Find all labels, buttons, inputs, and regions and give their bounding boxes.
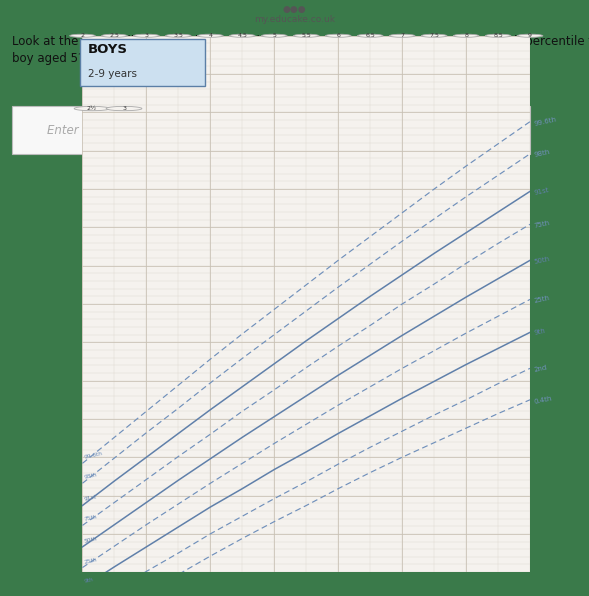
Circle shape [517, 34, 543, 38]
Text: 0.4th: 0.4th [533, 395, 552, 405]
Circle shape [389, 34, 415, 38]
Circle shape [454, 34, 479, 38]
Text: 7.5: 7.5 [429, 33, 439, 38]
Text: 5: 5 [272, 33, 276, 38]
Text: 7: 7 [400, 33, 404, 38]
Text: 99.6th: 99.6th [84, 451, 103, 460]
Circle shape [166, 34, 191, 38]
Text: ●●●
my.educake.co.uk: ●●● my.educake.co.uk [254, 5, 335, 24]
FancyBboxPatch shape [80, 39, 204, 86]
Text: 6.5: 6.5 [365, 33, 375, 38]
Text: 3.5: 3.5 [173, 33, 183, 38]
Text: 2.5: 2.5 [110, 33, 120, 38]
Text: 25th: 25th [533, 295, 550, 304]
Circle shape [326, 34, 351, 38]
Text: 91st: 91st [533, 187, 550, 196]
Text: 2nd: 2nd [533, 364, 548, 372]
Text: 3: 3 [144, 33, 148, 38]
Circle shape [421, 34, 447, 38]
Circle shape [70, 34, 95, 38]
Text: 25th: 25th [84, 557, 98, 564]
FancyBboxPatch shape [12, 106, 530, 154]
Text: 2-9 years: 2-9 years [88, 69, 137, 79]
Text: 2½: 2½ [87, 106, 97, 111]
Text: BOYS: BOYS [88, 43, 128, 56]
Text: 6: 6 [336, 33, 340, 38]
Circle shape [134, 34, 159, 38]
Circle shape [230, 34, 255, 38]
Circle shape [106, 107, 142, 111]
Text: 8: 8 [464, 33, 468, 38]
Circle shape [358, 34, 383, 38]
Text: 99.6th: 99.6th [533, 116, 557, 127]
Text: 98th: 98th [84, 472, 98, 480]
Text: 3: 3 [122, 106, 126, 111]
Circle shape [485, 34, 511, 38]
Text: 9: 9 [528, 33, 532, 38]
Text: 2: 2 [81, 33, 84, 38]
Text: 91st: 91st [84, 495, 97, 502]
Text: 4: 4 [209, 33, 213, 38]
Text: 50th: 50th [533, 256, 550, 265]
Text: 4.5: 4.5 [237, 33, 247, 38]
Text: 9th: 9th [533, 328, 546, 337]
Circle shape [293, 34, 319, 38]
Text: 8.5: 8.5 [493, 33, 503, 38]
Text: cm: cm [297, 124, 315, 137]
Text: Look at the percentile chart of height for boys aged 2 to 9. What height is on t: Look at the percentile chart of height f… [12, 35, 589, 66]
Circle shape [102, 34, 127, 38]
Text: 9th: 9th [84, 578, 94, 585]
Text: 98th: 98th [533, 149, 551, 159]
Text: 75th: 75th [533, 220, 550, 229]
Text: Enter a number: Enter a number [47, 124, 140, 137]
Text: 75th: 75th [84, 514, 98, 522]
Text: 5.5: 5.5 [302, 33, 311, 38]
Circle shape [262, 34, 287, 38]
Text: 50th: 50th [84, 536, 98, 544]
Circle shape [197, 34, 223, 38]
Circle shape [74, 107, 110, 111]
